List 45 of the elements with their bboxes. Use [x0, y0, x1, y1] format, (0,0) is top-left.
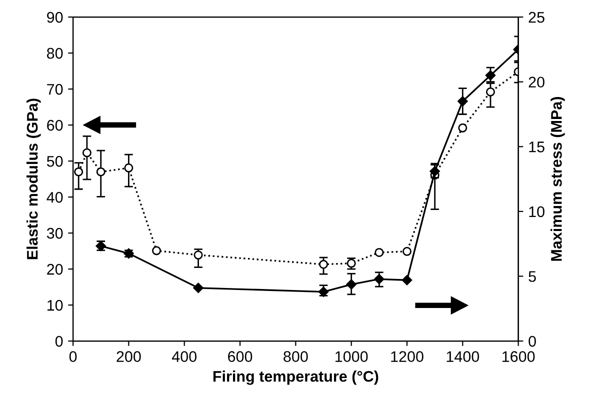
y2-tick-label: 10 — [529, 206, 544, 218]
y2-axis-title: Maximum stress (MPa) — [550, 97, 565, 261]
point — [193, 282, 204, 294]
x-axis-title: Firing temperature (°C) — [213, 370, 378, 385]
y-tick-label: 60 — [47, 120, 63, 131]
y-tick-label: 0 — [55, 336, 63, 347]
point — [485, 70, 496, 80]
point — [458, 123, 468, 132]
y2-tick-label: 25 — [528, 12, 544, 23]
x-tick-label: 800 — [284, 351, 308, 362]
x-tick-label: 1000 — [336, 351, 368, 362]
x-tick-label: 1400 — [446, 351, 480, 362]
x-tick-label: 400 — [172, 351, 197, 362]
point — [124, 163, 134, 172]
point — [82, 148, 92, 158]
point — [152, 246, 162, 256]
y-tick-label: 80 — [46, 48, 63, 59]
point — [486, 87, 496, 96]
x-tick-label: 1200 — [391, 351, 424, 362]
y-tick-label: 40 — [46, 192, 63, 203]
point — [402, 246, 412, 256]
y-tick-label: 10 — [47, 300, 63, 311]
point — [374, 274, 384, 284]
y-tick-label: 50 — [46, 156, 63, 167]
x-tick-label: 600 — [228, 351, 252, 362]
point — [374, 248, 384, 257]
y2-tick-label: 5 — [528, 271, 536, 282]
x-tick-label: 1600 — [502, 351, 535, 362]
point — [74, 167, 84, 176]
point — [346, 279, 356, 290]
y2-tick-label: 15 — [529, 142, 544, 152]
point — [318, 260, 328, 269]
point — [194, 250, 203, 260]
y-axis-title: Elastic modulus (GPa) — [26, 98, 41, 260]
point — [96, 167, 106, 176]
y-tick-label: 30 — [46, 228, 63, 239]
x-tick-label: 200 — [116, 351, 141, 362]
y-tick-label: 20 — [47, 264, 63, 275]
x-tick-label: 0 — [69, 351, 77, 362]
point — [458, 96, 468, 106]
y-tick-label: 90 — [47, 12, 63, 23]
y2-tick-label: 0 — [528, 336, 536, 347]
y2-tick-label: 20 — [528, 76, 544, 88]
y-tick-label: 70 — [47, 84, 63, 95]
point — [402, 275, 412, 286]
